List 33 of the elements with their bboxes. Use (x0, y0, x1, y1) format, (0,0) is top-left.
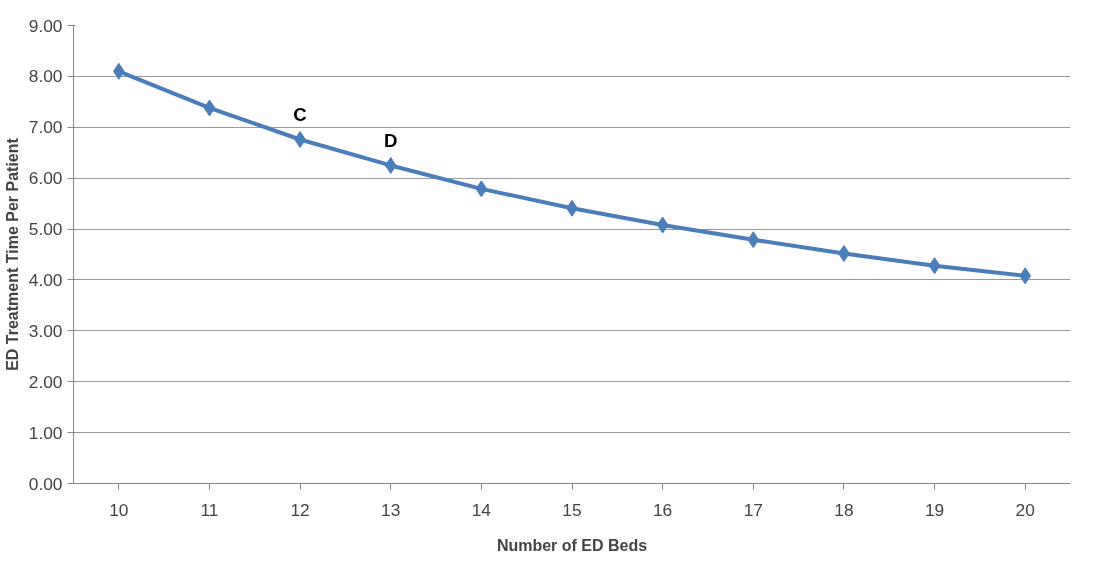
x-tick-label: 12 (290, 499, 310, 520)
x-tick-label: 16 (653, 499, 673, 520)
x-tick-label: 13 (381, 499, 401, 520)
point (112, 62, 125, 80)
y-tick-label: 0.00 (28, 473, 63, 494)
x-tick-label: 19 (924, 499, 945, 520)
x-tick-label: 20 (1015, 499, 1035, 520)
x-tick-label: 14 (471, 499, 492, 520)
point (475, 180, 488, 198)
point (203, 99, 216, 117)
y-tick-label: 8.00 (28, 66, 63, 87)
annotation: D (383, 130, 398, 152)
y-tick-label: 6.00 (28, 168, 63, 189)
point (656, 216, 669, 234)
point (384, 156, 397, 174)
y-tick-label: 5.00 (28, 219, 63, 240)
y-tick-label: 7.00 (28, 117, 63, 138)
point (747, 231, 760, 249)
y-axis-title: ED Treatment Time Per Patient (3, 137, 21, 371)
x-tick-label: 11 (200, 499, 219, 520)
y-tick-label: 4.00 (28, 269, 63, 290)
point (1019, 267, 1032, 285)
x-tick-label: 10 (109, 499, 129, 520)
y-tick-label: 9.00 (28, 15, 63, 36)
point (928, 257, 941, 275)
x-axis-title: Number of ED Beds (496, 536, 648, 554)
x-tick-label: 17 (743, 499, 763, 520)
y-tick-label: 2.00 (28, 371, 63, 392)
y-tick-label: 3.00 (28, 320, 63, 341)
x-tick-label: 15 (562, 499, 582, 520)
x-tick-label: 18 (834, 499, 854, 520)
annotation: C (293, 104, 307, 126)
y-tick-label: 1.00 (28, 422, 63, 443)
